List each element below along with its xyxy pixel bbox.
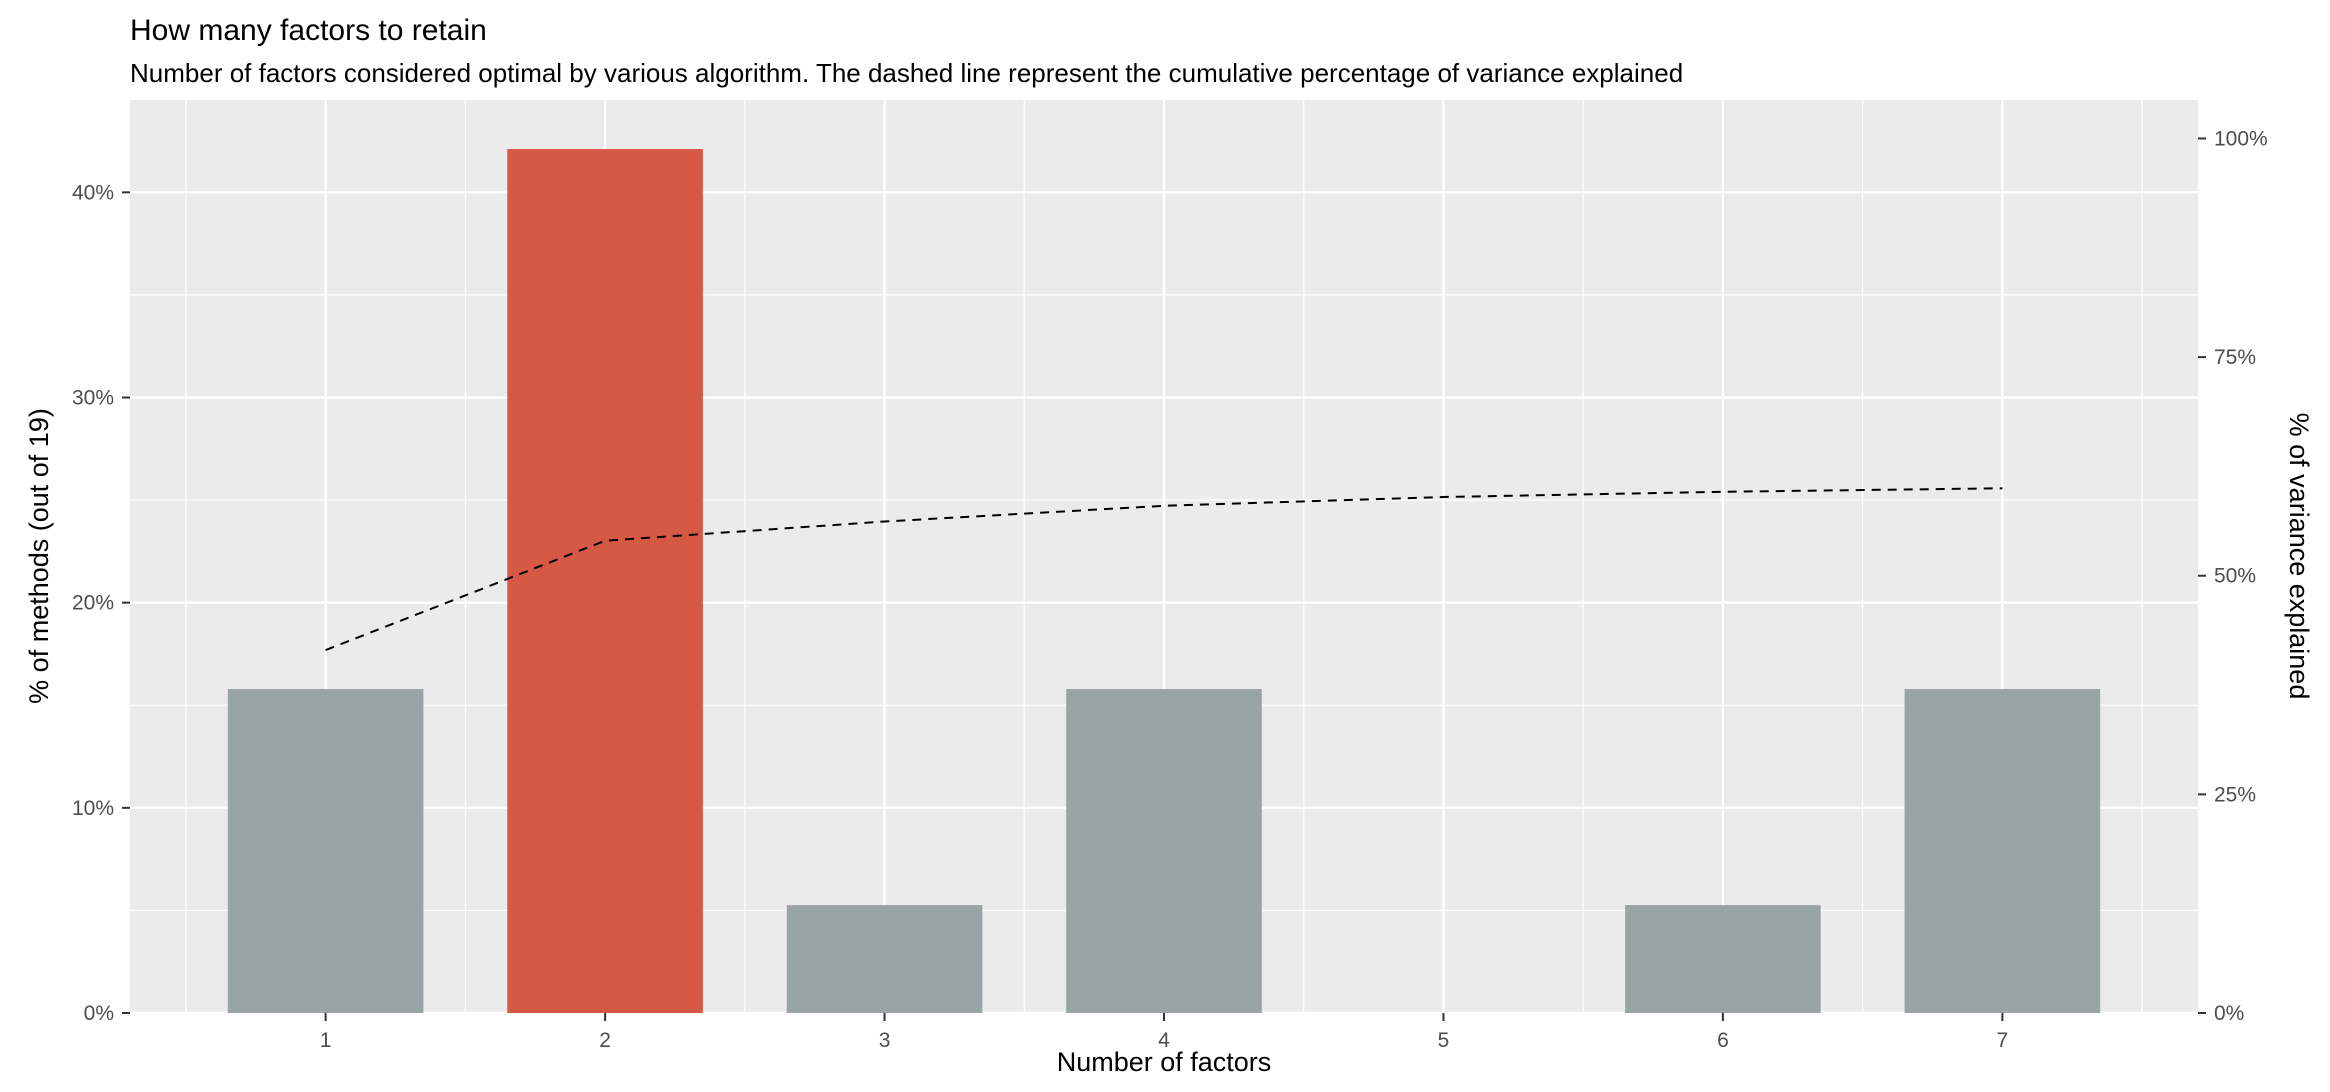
y-tick-label: 40% xyxy=(72,181,114,204)
x-tick-label: 3 xyxy=(879,1029,891,1052)
y2-tick-label: 50% xyxy=(2214,565,2256,588)
x-tick-label: 2 xyxy=(599,1029,611,1052)
chart-subtitle: Number of factors considered optimal by … xyxy=(130,58,1684,88)
bar-4 xyxy=(1066,689,1262,1013)
bars xyxy=(227,149,2101,1013)
y-tick-label: 20% xyxy=(72,592,114,615)
y2-tick-label: 100% xyxy=(2214,127,2268,150)
axes: 0% 10% 20% 30% 40% 0% 25% 50% 75% 100% 1 2 3 4 5 6 7 xyxy=(72,127,2268,1052)
x-tick-label: 6 xyxy=(1717,1029,1729,1052)
x-tick-label: 4 xyxy=(1158,1029,1170,1052)
x-tick-label: 7 xyxy=(1997,1029,2009,1052)
x-tick-label: 5 xyxy=(1438,1029,1450,1052)
chart-title: How many factors to retain xyxy=(130,14,487,47)
bar-2 xyxy=(507,149,703,1013)
bar-6 xyxy=(1625,905,1821,1013)
y2-tick-label: 25% xyxy=(2214,783,2256,806)
y-tick-label: 10% xyxy=(72,797,114,820)
bar-1 xyxy=(227,689,424,1013)
y2-tick-label: 75% xyxy=(2214,346,2256,369)
bar-7 xyxy=(1904,689,2101,1013)
bar-3 xyxy=(786,905,983,1013)
x-tick-label: 1 xyxy=(320,1029,332,1052)
x-axis-title: Number of factors xyxy=(1057,1047,1272,1077)
y2-axis-title: % of variance explained xyxy=(2284,413,2314,700)
y2-tick-label: 0% xyxy=(2214,1002,2244,1025)
y-tick-label: 30% xyxy=(72,386,114,409)
y-tick-label: 0% xyxy=(84,1002,114,1025)
y-axis-title: % of methods (out of 19) xyxy=(24,408,54,704)
